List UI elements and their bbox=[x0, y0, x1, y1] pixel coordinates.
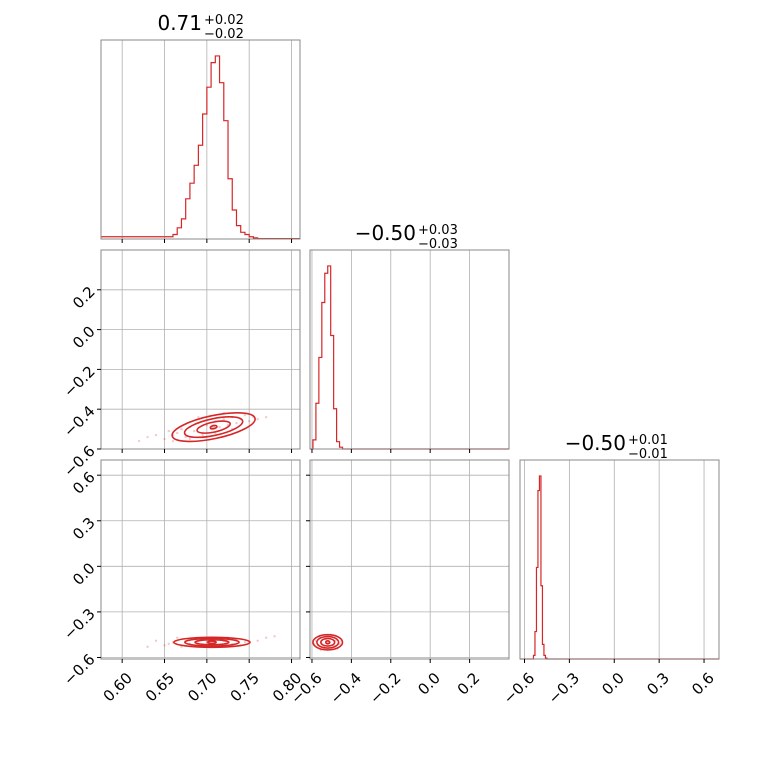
panel-2-2-xtick-label: −0.6 bbox=[500, 669, 538, 707]
panel-2-0-ytick-label: −0.6 bbox=[60, 650, 98, 688]
panel-2-0-xtick-label: 0.75 bbox=[227, 669, 263, 705]
sample-point bbox=[167, 642, 170, 646]
contour-level bbox=[206, 640, 217, 645]
sample-point bbox=[163, 437, 166, 441]
sample-point bbox=[192, 429, 196, 433]
title-minus: −0.02 bbox=[204, 27, 244, 42]
panel-1-0-ytick-label: −0.2 bbox=[60, 362, 98, 400]
panel-2-1-xtick-label: −0.4 bbox=[327, 669, 365, 707]
panel-1-1-frame bbox=[309, 249, 510, 450]
sample-point bbox=[256, 417, 259, 421]
panel-2-0-ytick-label: 0.0 bbox=[69, 559, 99, 589]
sample-point bbox=[180, 427, 183, 431]
contour-level bbox=[173, 636, 251, 649]
sample-point bbox=[154, 433, 158, 437]
title-minus: −0.01 bbox=[628, 447, 668, 462]
panel-2-2-frame bbox=[519, 459, 720, 660]
panel-2-2-xtick-label: 0.0 bbox=[598, 669, 628, 699]
panel-1-0-ytick-label: 0.2 bbox=[69, 283, 99, 313]
sample-point bbox=[247, 419, 251, 423]
panel-2-0-ytick-label: 0.3 bbox=[69, 514, 99, 544]
panel-1-0-ytick-label: 0.0 bbox=[69, 323, 99, 353]
histogram-p1 bbox=[310, 265, 509, 450]
panel-2-1-grid bbox=[310, 460, 509, 659]
contour-level bbox=[183, 416, 244, 439]
panel-1-1-grid bbox=[311, 250, 470, 449]
title-p1: −0.50 +0.03−0.03 bbox=[355, 221, 458, 252]
sample-point bbox=[146, 645, 149, 649]
panel-2-0-xtick-label: 0.70 bbox=[184, 669, 220, 705]
contour-p0-p1 bbox=[137, 411, 268, 443]
histogram-p2 bbox=[520, 475, 719, 660]
sample-point bbox=[201, 433, 204, 437]
panel-2-1-xtick-label: −0.2 bbox=[366, 669, 404, 707]
sample-point bbox=[176, 431, 179, 435]
sample-point bbox=[188, 437, 192, 441]
title-median: −0.50 bbox=[565, 431, 626, 455]
sample-point bbox=[146, 435, 149, 439]
sample-point bbox=[264, 636, 268, 639]
sample-point bbox=[176, 636, 179, 639]
contour-level bbox=[171, 411, 256, 443]
title-minus: −0.03 bbox=[418, 237, 458, 252]
contour-level bbox=[196, 420, 232, 434]
sample-point bbox=[264, 415, 268, 419]
panel-1-0-frame bbox=[100, 249, 301, 450]
sample-point bbox=[167, 429, 170, 433]
sample-point bbox=[163, 644, 166, 647]
sample-point bbox=[243, 641, 247, 644]
contour-level bbox=[194, 639, 230, 646]
title-median: 0.71 bbox=[157, 11, 202, 35]
sample-point bbox=[154, 639, 158, 642]
panel-2-2-grid bbox=[524, 460, 705, 659]
panel-2-0-xtick-label: 0.60 bbox=[100, 669, 136, 705]
panel-0-0-frame bbox=[100, 39, 301, 240]
contour-level bbox=[209, 424, 218, 430]
title-plus: +0.03 bbox=[418, 223, 458, 238]
panel-0-0-grid bbox=[121, 40, 292, 239]
title-p0: 0.71 +0.02−0.02 bbox=[157, 11, 243, 42]
sample-point bbox=[197, 415, 200, 419]
sample-point bbox=[137, 439, 141, 443]
sample-point bbox=[256, 639, 259, 642]
panel-2-1-frame bbox=[309, 459, 510, 660]
panel-1-0-ytick-label: −0.4 bbox=[60, 402, 98, 440]
sample-point bbox=[235, 421, 238, 425]
contour-p1-p2 bbox=[312, 633, 344, 652]
panel-2-0-xtick-label: 0.65 bbox=[142, 669, 178, 705]
contour-level bbox=[324, 639, 331, 645]
title-plus: +0.02 bbox=[204, 13, 244, 28]
panel-2-0-grid bbox=[101, 460, 300, 659]
contour-level bbox=[320, 637, 336, 647]
sample-point bbox=[222, 417, 225, 421]
panel-2-1-xtick-label: 0.2 bbox=[454, 669, 484, 699]
title-p2: −0.50 +0.01−0.01 bbox=[565, 431, 668, 462]
sample-point bbox=[243, 413, 247, 417]
contour-level bbox=[312, 633, 344, 651]
title-median: −0.50 bbox=[355, 221, 416, 245]
contour-p0-p2 bbox=[146, 635, 276, 649]
panel-2-1-xtick-label: 0.0 bbox=[414, 669, 444, 699]
title-plus: +0.01 bbox=[628, 433, 668, 448]
sample-point bbox=[180, 645, 183, 649]
panel-2-2-xtick-label: −0.3 bbox=[545, 669, 583, 707]
sample-point bbox=[184, 435, 187, 439]
panel-2-0-frame bbox=[100, 459, 301, 660]
panel-2-0-ytick-label: −0.3 bbox=[60, 605, 98, 643]
sample-point bbox=[171, 439, 175, 443]
sample-point bbox=[218, 425, 221, 429]
histogram-p0 bbox=[101, 55, 300, 240]
contour-level bbox=[184, 637, 240, 647]
contour-level bbox=[316, 635, 340, 649]
panel-2-2-xtick-label: 0.6 bbox=[688, 669, 718, 699]
sample-point bbox=[273, 635, 276, 638]
panel-1-0-grid bbox=[101, 250, 300, 450]
panel-2-2-xtick-label: 0.3 bbox=[643, 669, 673, 699]
